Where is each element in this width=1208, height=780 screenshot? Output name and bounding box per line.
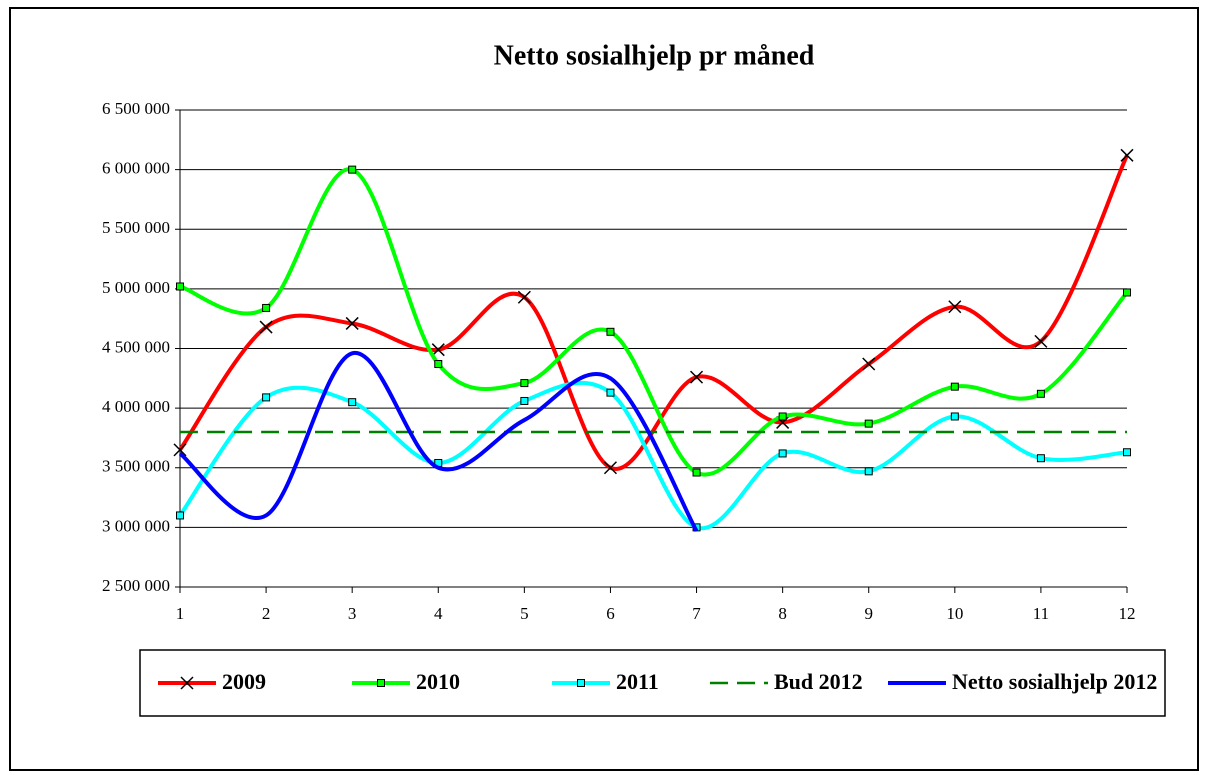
marker — [778, 449, 787, 458]
marker — [690, 370, 704, 384]
marker — [345, 316, 359, 330]
marker — [603, 461, 617, 475]
marker — [520, 379, 529, 388]
marker — [1123, 288, 1131, 297]
legend-label: Bud 2012 — [774, 669, 863, 694]
y-tick-label: 5 500 000 — [102, 218, 170, 237]
marker — [864, 467, 873, 476]
marker — [377, 679, 385, 687]
y-tick-label: 5 000 000 — [102, 278, 170, 297]
marker — [434, 360, 443, 369]
y-tick-label: 6 000 000 — [102, 159, 170, 178]
x-tick-label: 5 — [520, 604, 529, 623]
x-tick-label: 1 — [176, 604, 185, 623]
marker — [1034, 334, 1048, 348]
marker — [517, 290, 531, 304]
y-tick-label: 6 500 000 — [102, 99, 170, 118]
x-tick-label: 2 — [262, 604, 271, 623]
chart-title: Netto sosialhjelp pr måned — [494, 40, 815, 71]
legend-label: 2011 — [616, 669, 659, 694]
x-tick-label: 4 — [434, 604, 443, 623]
marker — [173, 443, 187, 457]
x-tick-label: 6 — [606, 604, 615, 623]
y-tick-label: 3 500 000 — [102, 457, 170, 476]
y-tick-label: 3 000 000 — [102, 516, 170, 535]
x-tick-label: 11 — [1033, 604, 1049, 623]
marker — [577, 679, 585, 687]
marker — [1036, 454, 1045, 463]
marker — [606, 327, 615, 336]
marker — [520, 396, 529, 405]
x-tick-label: 12 — [1119, 604, 1136, 623]
series-line — [178, 351, 699, 532]
marker — [1036, 389, 1045, 398]
marker — [348, 165, 357, 174]
marker — [262, 303, 271, 312]
marker — [692, 468, 701, 477]
marker — [348, 398, 357, 407]
marker — [1120, 148, 1134, 162]
legend-label: 2010 — [416, 669, 460, 694]
marker — [431, 343, 445, 357]
x-tick-label: 8 — [778, 604, 787, 623]
marker — [606, 388, 615, 397]
legend-frame — [139, 649, 1166, 717]
series-line — [178, 154, 1129, 471]
marker — [180, 676, 194, 690]
x-tick-label: 3 — [348, 604, 357, 623]
legend-label: 2009 — [222, 669, 266, 694]
marker — [176, 511, 184, 520]
marker — [1123, 448, 1131, 457]
legend-label: Netto sosialhjelp 2012 — [952, 669, 1157, 694]
marker — [176, 282, 184, 291]
y-tick-label: 4 000 000 — [102, 397, 170, 416]
marker — [950, 382, 959, 391]
marker — [778, 412, 787, 421]
marker — [948, 300, 962, 314]
marker — [259, 320, 273, 334]
marker — [262, 393, 271, 402]
x-tick-label: 7 — [692, 604, 701, 623]
marker — [862, 357, 876, 371]
x-tick-label: 10 — [946, 604, 963, 623]
marker — [950, 412, 959, 421]
y-tick-label: 2 500 000 — [102, 576, 170, 595]
marker — [864, 419, 873, 428]
x-tick-label: 9 — [864, 604, 873, 623]
y-tick-label: 4 500 000 — [102, 337, 170, 356]
